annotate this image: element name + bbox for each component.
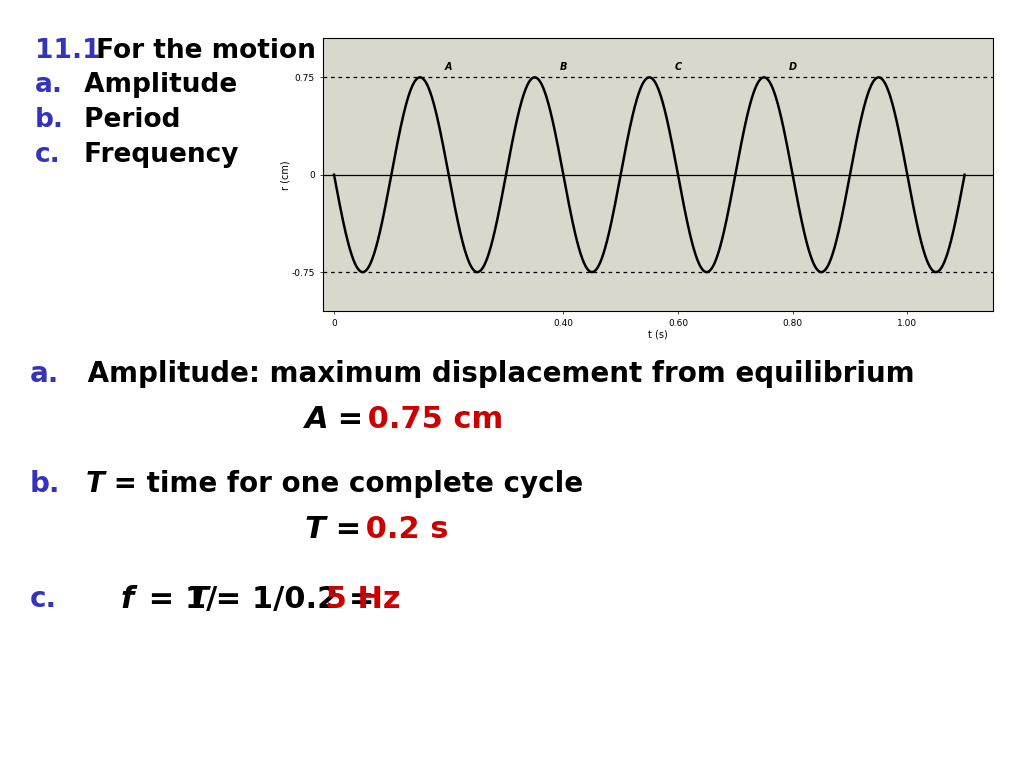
Text: Period: Period [75,107,180,133]
Y-axis label: r (cm): r (cm) [281,160,290,190]
Text: 0.2 s: 0.2 s [355,515,449,544]
Text: = 1/: = 1/ [138,585,217,614]
Text: =: = [325,515,361,544]
Text: b.: b. [30,470,60,498]
Text: 11.1: 11.1 [35,38,100,64]
X-axis label: t (s): t (s) [648,329,668,339]
Text: C: C [675,62,682,72]
Text: T: T [305,515,326,544]
Text: f: f [120,585,133,614]
Text: B: B [560,62,567,72]
Text: T: T [188,585,209,614]
Text: Amplitude: maximum displacement from equilibrium: Amplitude: maximum displacement from equ… [78,360,914,388]
Text: =: = [327,405,364,434]
Text: c.: c. [30,585,57,613]
Text: a.: a. [30,360,59,388]
Text: For the motion shown in the figure, find:: For the motion shown in the figure, find… [87,38,702,64]
Text: A: A [305,405,329,434]
Text: D: D [788,62,797,72]
Text: b.: b. [35,107,63,133]
Text: 5 Hz: 5 Hz [315,585,400,614]
Text: T: T [86,470,104,498]
Text: A: A [445,62,453,72]
Text: = time for one complete cycle: = time for one complete cycle [104,470,583,498]
Text: a.: a. [35,72,63,98]
Text: Amplitude: Amplitude [75,72,238,98]
Text: Frequency: Frequency [75,142,239,168]
Text: = 1/0.2 =: = 1/0.2 = [205,585,375,614]
Text: c.: c. [35,142,60,168]
Text: 0.75 cm: 0.75 cm [357,405,503,434]
